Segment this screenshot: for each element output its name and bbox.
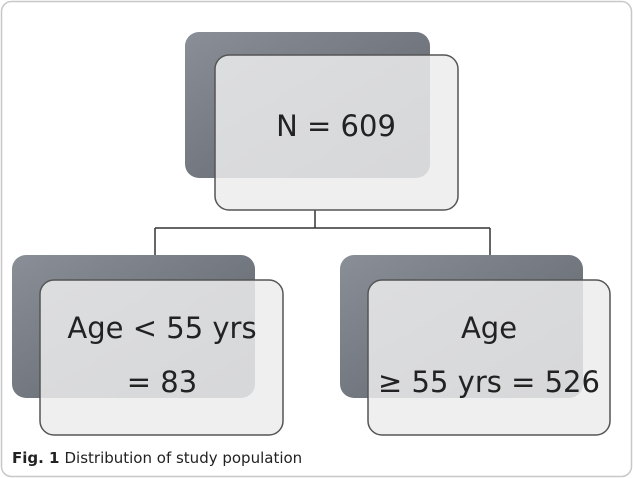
node-box bbox=[214, 54, 459, 211]
node-label: Age < 55 yrs bbox=[67, 311, 256, 345]
node: Age < 55 yrs = 83 bbox=[12, 255, 284, 436]
node: Age ≥ 55 yrs = 526 bbox=[340, 255, 611, 436]
caption: Fig. 1 Distribution of study population bbox=[12, 449, 302, 467]
node-label: = 83 bbox=[127, 365, 197, 399]
node-label: Age bbox=[461, 311, 517, 345]
node-box bbox=[39, 279, 284, 436]
node-box bbox=[367, 279, 611, 436]
caption-label: Fig. 1 bbox=[12, 449, 59, 467]
node-label: N = 609 bbox=[276, 109, 396, 143]
node-label: ≥ 55 yrs = 526 bbox=[378, 365, 600, 399]
node: N = 609 bbox=[185, 32, 459, 211]
caption-text: Distribution of study population bbox=[64, 449, 302, 467]
connector bbox=[154, 210, 491, 256]
